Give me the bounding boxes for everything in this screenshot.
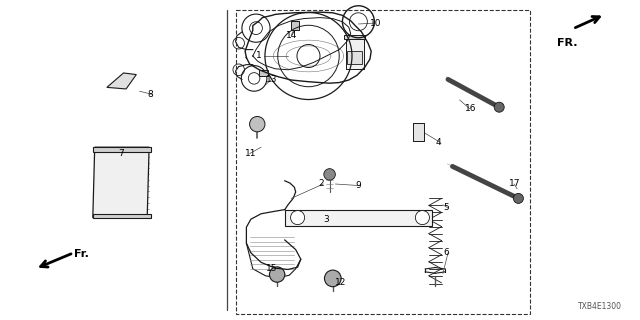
- Bar: [93, 214, 151, 218]
- Text: 7: 7: [118, 149, 124, 158]
- Text: TXB4E1300: TXB4E1300: [578, 302, 622, 311]
- Polygon shape: [107, 73, 136, 89]
- Circle shape: [269, 267, 285, 282]
- Text: 4: 4: [435, 138, 441, 147]
- Text: 10: 10: [370, 19, 381, 28]
- Text: 13: 13: [266, 76, 277, 84]
- Bar: [236, 10, 530, 314]
- Text: 17: 17: [509, 180, 520, 188]
- Text: 1: 1: [256, 52, 262, 60]
- Polygon shape: [93, 147, 149, 218]
- Bar: [347, 51, 362, 64]
- Circle shape: [291, 211, 305, 225]
- Circle shape: [415, 211, 429, 225]
- Bar: [344, 35, 365, 39]
- Text: 11: 11: [244, 149, 256, 158]
- Bar: [259, 70, 268, 76]
- Text: 16: 16: [465, 104, 476, 113]
- Text: FR.: FR.: [557, 38, 577, 48]
- Text: 9: 9: [356, 181, 362, 190]
- Text: 15: 15: [266, 264, 278, 273]
- Bar: [285, 210, 432, 226]
- Text: 8: 8: [147, 90, 153, 99]
- Text: 3: 3: [323, 215, 329, 224]
- Circle shape: [513, 193, 524, 204]
- Circle shape: [324, 169, 335, 180]
- Bar: [93, 147, 151, 152]
- Text: 6: 6: [443, 248, 449, 257]
- Bar: [346, 38, 364, 69]
- Circle shape: [324, 270, 341, 287]
- Text: 12: 12: [335, 278, 346, 287]
- Bar: [291, 21, 299, 30]
- Text: Fr.: Fr.: [74, 249, 88, 260]
- Text: 5: 5: [443, 204, 449, 212]
- Text: 14: 14: [286, 31, 298, 40]
- Bar: [413, 123, 424, 141]
- Circle shape: [250, 116, 265, 132]
- Circle shape: [494, 102, 504, 112]
- Text: 2: 2: [318, 180, 324, 188]
